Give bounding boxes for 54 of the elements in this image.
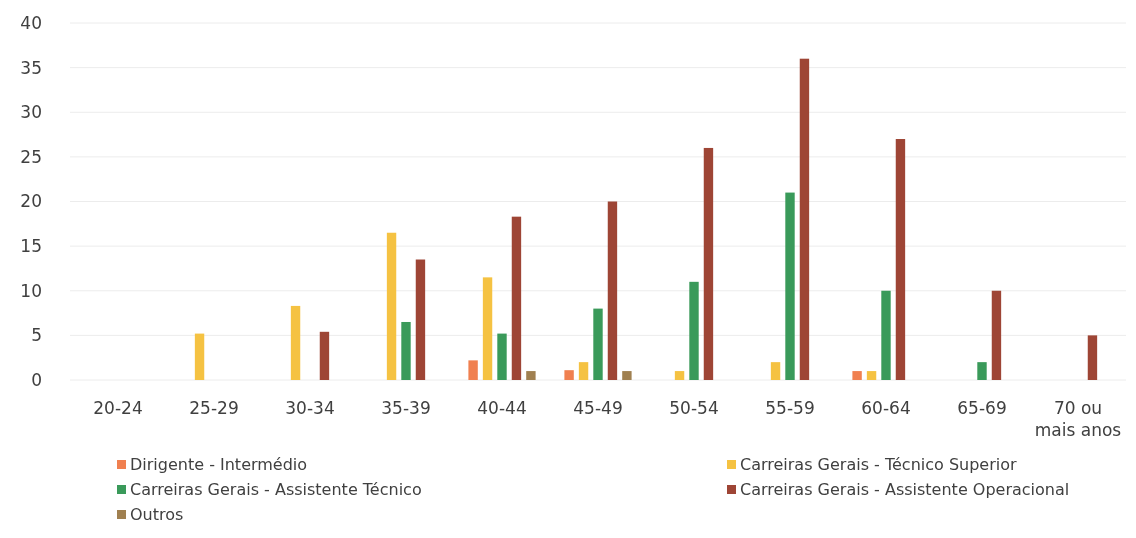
legend-label: Outros <box>130 505 184 524</box>
x-tick-label: 70 ou mais anos <box>1034 398 1122 440</box>
bar <box>785 192 795 380</box>
bar <box>703 147 714 380</box>
bar <box>526 371 536 380</box>
bar <box>194 333 205 380</box>
legend-label: Carreiras Gerais - Técnico Superior <box>740 455 1018 474</box>
x-tick-label: 45-49 <box>573 398 623 418</box>
y-tick-label: 0 <box>31 369 42 390</box>
bar <box>564 370 574 380</box>
y-tick-label: 35 <box>20 57 42 78</box>
y-tick-label: 40 <box>20 12 42 33</box>
x-tick-label: 60-64 <box>861 398 911 418</box>
bar <box>770 362 781 380</box>
y-tick-label: 15 <box>20 236 42 257</box>
x-tick-label: 35-39 <box>381 398 431 418</box>
legend-label: Carreiras Gerais - Assistente Técnico <box>130 480 422 499</box>
x-tick-label: 50-54 <box>669 398 719 418</box>
bar <box>468 360 478 380</box>
bar <box>578 362 589 380</box>
bar <box>674 371 685 380</box>
legend-label: Carreiras Gerais - Assistente Operacional <box>740 480 1070 499</box>
legend-label: Dirigente - Intermédio <box>130 455 308 474</box>
bar <box>881 290 891 380</box>
x-tick-label: 40-44 <box>477 398 527 418</box>
bar <box>866 371 877 380</box>
bar <box>799 58 810 380</box>
x-tick-label: 55-59 <box>765 398 815 418</box>
bar <box>386 232 397 380</box>
x-tick-label: 30-34 <box>285 398 335 418</box>
x-tick-label: 25-29 <box>189 398 239 418</box>
x-tick-label: 20-24 <box>93 398 143 418</box>
bar <box>991 290 1002 380</box>
y-tick-label: 25 <box>20 146 42 167</box>
bar <box>895 139 906 380</box>
y-tick-label: 5 <box>31 325 42 346</box>
bar <box>290 305 301 380</box>
y-tick-label: 20 <box>20 191 42 212</box>
y-tick-label: 10 <box>20 280 42 301</box>
bar <box>593 308 603 380</box>
bar <box>689 281 699 380</box>
bar <box>401 321 411 380</box>
bar <box>607 201 618 380</box>
y-tick-label: 30 <box>20 102 42 123</box>
bar <box>977 362 987 380</box>
bar <box>511 216 522 380</box>
bar <box>415 259 426 380</box>
bar <box>497 333 507 380</box>
bar <box>482 277 493 380</box>
bar <box>852 371 862 380</box>
bar <box>319 331 330 380</box>
bar <box>1087 335 1098 380</box>
x-tick-label: 65-69 <box>957 398 1007 418</box>
bar <box>622 371 632 380</box>
